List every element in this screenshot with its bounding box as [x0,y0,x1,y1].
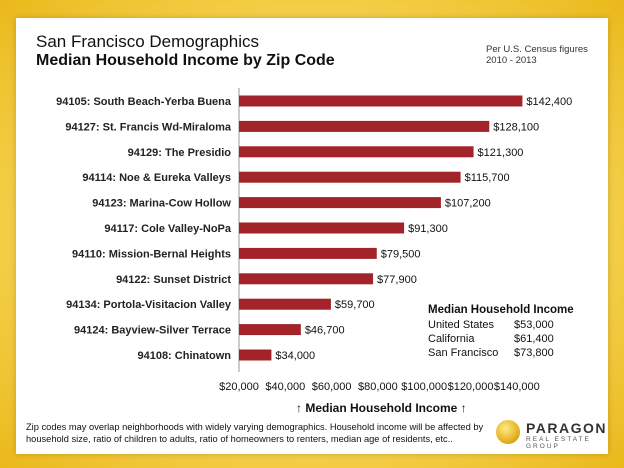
inset-row: California $61,400 [428,332,598,346]
bar-value-label: $128,100 [493,121,539,133]
inset-row-name: San Francisco [428,347,499,359]
x-axis-label: ↑ Median Household Income ↑ [296,401,467,415]
inset-row: United States $53,000 [428,318,598,332]
inset-row-name: California [428,333,475,345]
inset-row-name: United States [428,319,495,331]
bar [239,247,377,259]
bar-value-label: $34,000 [275,350,315,362]
category-label: 94117: Cole Valley-NoPa [104,223,231,235]
category-label: 94129: The Presidio [128,147,232,159]
paragon-logo: PARAGON REAL ESTATE GROUP [496,418,606,450]
x-tick-label: $100,000 [401,381,447,393]
category-label: 94114: Noe & Eureka Valleys [82,172,231,184]
inset-row: San Francisco $73,800 [428,346,598,360]
bar-value-label: $107,200 [445,198,491,210]
bar [239,95,523,107]
bar [239,146,474,158]
bar-value-label: $77,900 [377,274,417,286]
source-note: Per U.S. Census figures 2010 - 2013 [486,44,588,66]
category-label: 94110: Mission-Bernal Heights [72,248,231,260]
chart-title: San Francisco Demographics [36,32,259,51]
x-tick-label: $120,000 [448,381,494,393]
bar [239,273,374,285]
category-label: 94124: Bayview-Silver Terrace [74,325,231,337]
bar-value-label: $115,700 [465,172,510,184]
bar-value-label: $59,700 [335,299,375,311]
bar [239,171,461,183]
bar-value-label: $121,300 [478,147,524,159]
income-comparison-box: Median Household Income United States $5… [428,304,598,360]
logo-circle-icon [496,420,520,444]
category-label: 94122: Sunset District [116,274,231,286]
category-label: 94134: Portola-Visitacion Valley [66,299,232,311]
category-label: 94127: St. Francis Wd-Miraloma [65,121,232,133]
bar-value-label: $91,300 [408,223,448,235]
bar [239,349,272,361]
category-label: 94105: South Beach-Yerba Buena [56,96,232,108]
category-label: 94123: Marina-Cow Hollow [92,198,231,210]
inset-row-value: $61,400 [514,333,554,345]
slide-panel: San Francisco Demographics Median Househ… [16,18,608,454]
bar [239,222,405,234]
footer-note: Zip codes may overlap neighborhoods with… [26,422,484,444]
x-tick-label: $140,000 [494,381,540,393]
bar [239,197,441,209]
x-tick-label: $80,000 [358,381,398,393]
x-tick-label: $40,000 [265,381,305,393]
x-tick-label: $60,000 [312,381,352,393]
bar [239,120,490,132]
bar [239,298,331,310]
logo-name: PARAGON [526,420,608,436]
bar [239,324,301,336]
logo-tagline: REAL ESTATE GROUP [526,436,591,450]
inset-row-value: $53,000 [514,319,554,331]
bar-value-label: $46,700 [305,325,345,337]
category-label: 94108: Chinatown [137,350,231,362]
x-tick-label: $20,000 [219,381,259,393]
inset-heading: Median Household Income [428,304,574,316]
inset-row-value: $73,800 [514,347,554,359]
bar-chart: 94105: South Beach-Yerba Buena $142,400 94… [56,88,572,393]
bar-value-label: $79,500 [381,248,421,260]
bar-value-label: $142,400 [526,96,572,108]
chart-subtitle: Median Household Income by Zip Code [36,52,335,69]
